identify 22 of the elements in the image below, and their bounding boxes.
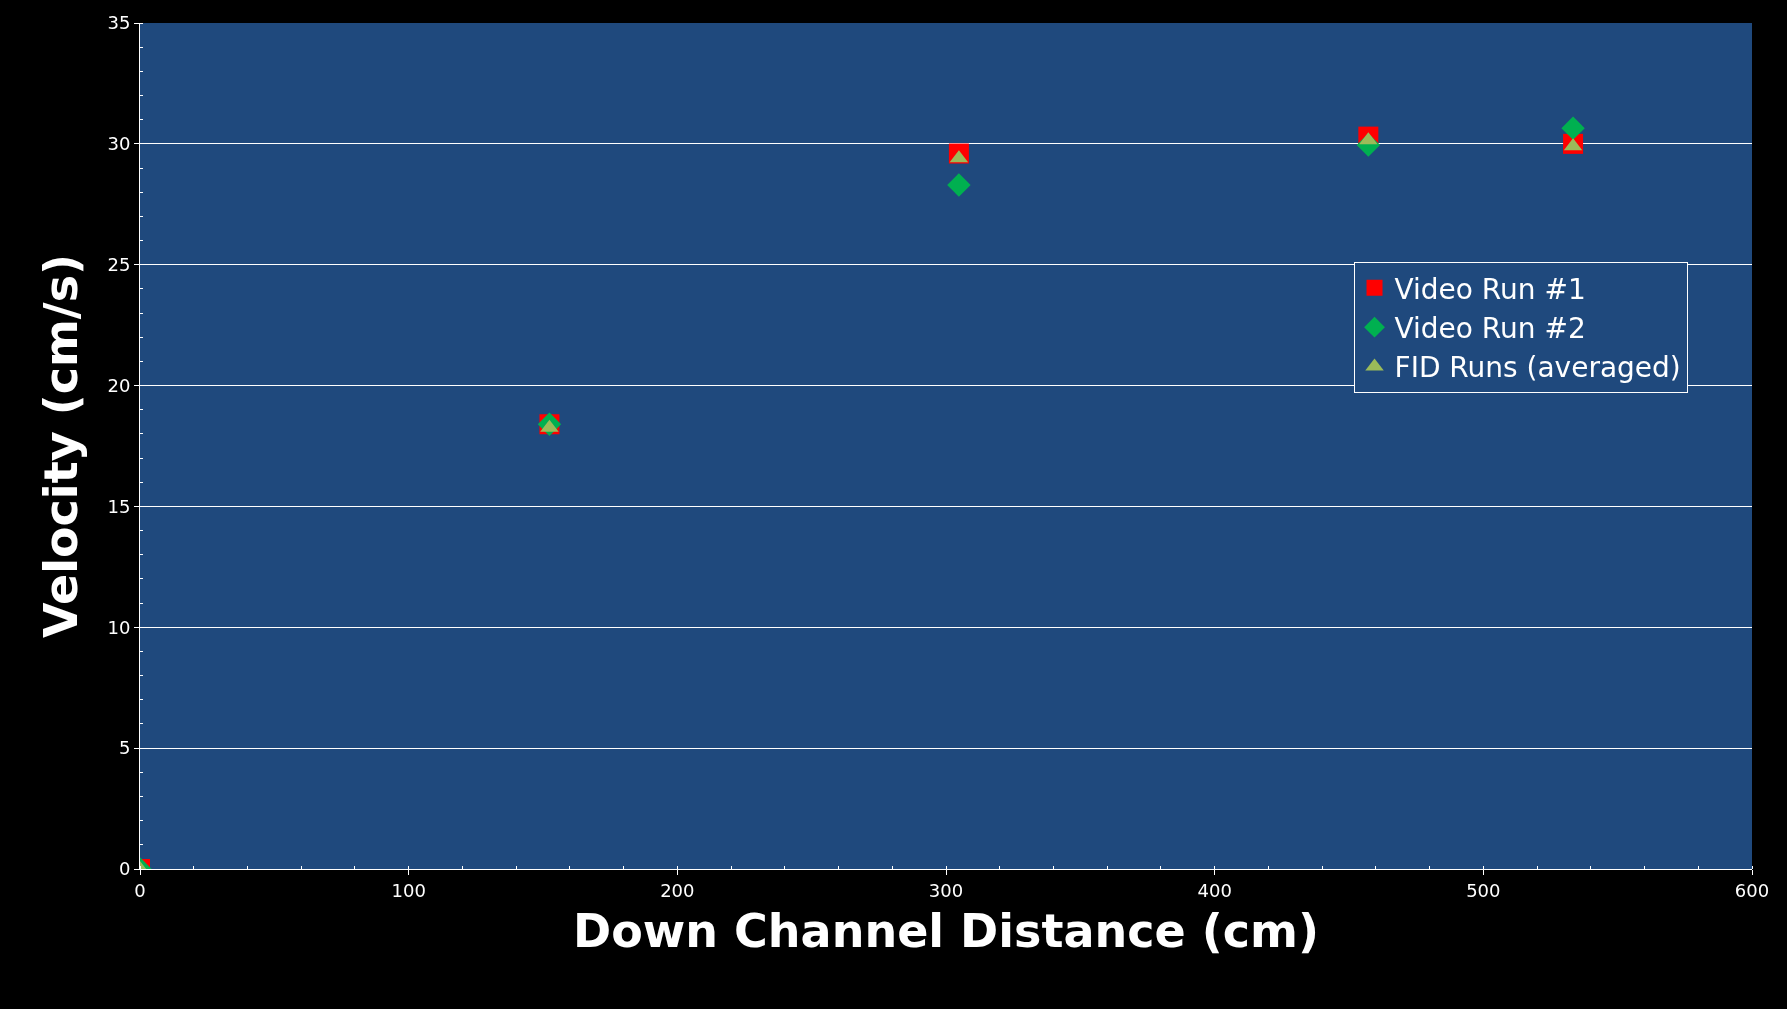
legend-label: FID Runs (averaged) <box>1394 351 1681 385</box>
legend-label: Video Run #2 <box>1394 312 1586 346</box>
x-tick-label: 100 <box>391 879 426 901</box>
y-tick-label: 15 <box>107 495 131 517</box>
y-tick-label: 25 <box>107 254 131 276</box>
point <box>1561 116 1585 140</box>
x-tick-label: 500 <box>1466 879 1501 901</box>
y-tick-label: 20 <box>107 374 131 396</box>
point <box>947 173 971 197</box>
x-tick-label: 0 <box>134 879 146 901</box>
y-axis-title: Velocity (cm/s) <box>33 253 88 639</box>
x-tick-label: 400 <box>1197 879 1232 901</box>
x-tick-label: 200 <box>660 879 695 901</box>
x-axis-title: Down Channel Distance (cm) <box>573 904 1319 959</box>
y-tick-label: 10 <box>107 616 131 638</box>
legend-label: Video Run #1 <box>1394 272 1586 306</box>
x-tick-label: 600 <box>1734 879 1770 901</box>
x-tick-label: 300 <box>928 879 964 901</box>
y-tick-label: 0 <box>118 858 131 880</box>
y-tick-label: 35 <box>107 12 131 34</box>
y-tick-label: 30 <box>107 133 131 155</box>
y-tick-label: 5 <box>118 737 131 759</box>
